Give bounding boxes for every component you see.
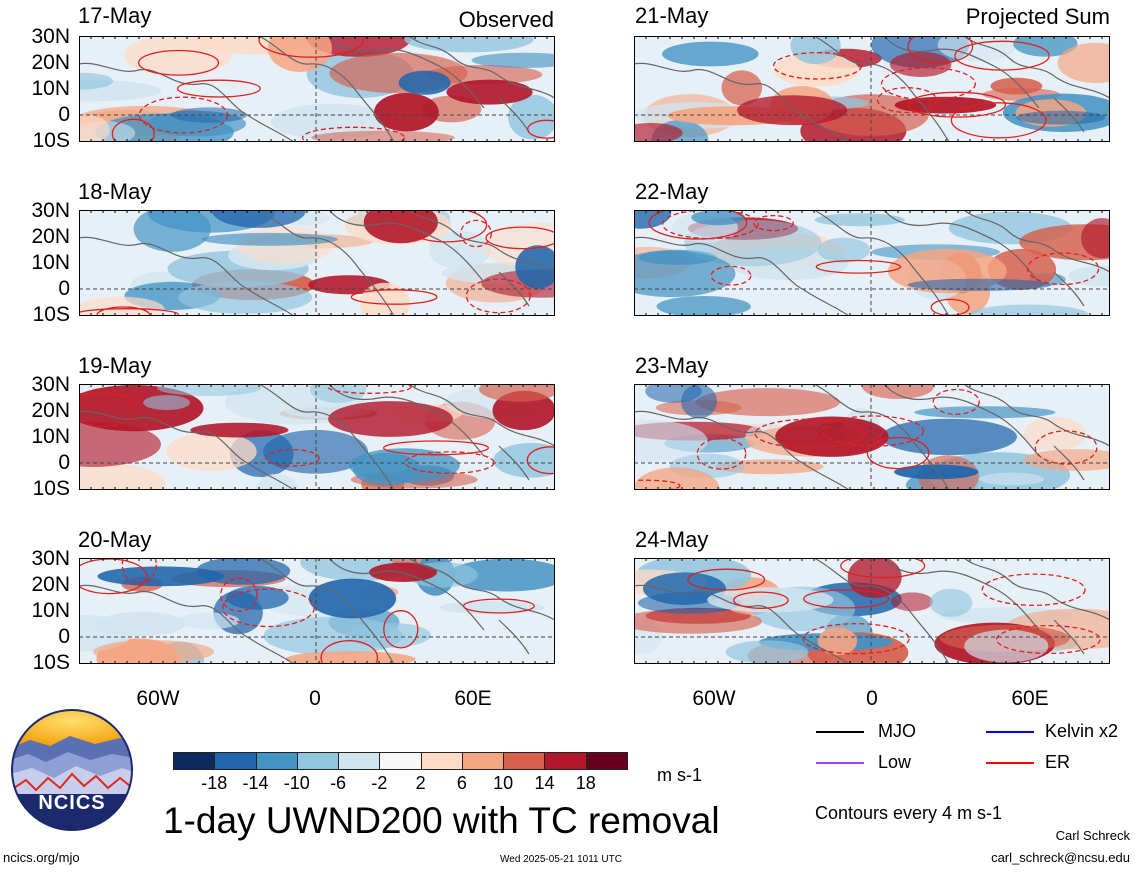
lon-label-60e-right: 60E	[1011, 687, 1049, 710]
colorbar-tick-label: -18	[201, 773, 228, 793]
footer-author: Carl Schreck	[1055, 828, 1130, 843]
colorbar-swatch	[296, 752, 340, 770]
colorbar-swatch	[420, 752, 463, 770]
lat-label: 10N	[31, 251, 70, 274]
legend-kelvin-label: Kelvin x2	[1045, 721, 1119, 741]
colorbar-labels: -18 -14 -10 -6 -2 2 6 10 14 18	[173, 774, 627, 794]
lon-label-60e-left: 60E	[454, 687, 492, 710]
map-panel-observed-3	[79, 384, 555, 490]
colorbar-tick-label: -14	[242, 773, 269, 793]
lat-label: 30N	[31, 373, 70, 396]
colorbar-swatch	[544, 752, 587, 770]
map-panel-projected-4	[634, 558, 1110, 664]
colorbar	[173, 752, 628, 772]
lat-label: 10N	[31, 425, 70, 448]
legend-er-label: ER	[1045, 752, 1071, 772]
footer-email[interactable]: carl_schreck@ncsu.edu	[991, 850, 1130, 865]
map-panel-observed-4	[79, 558, 555, 664]
panel-date-right-4: 24-May	[635, 527, 709, 552]
colorbar-tick-label: -2	[371, 773, 388, 793]
ncics-logo-text: NCICS	[38, 792, 106, 814]
lat-label: 20N	[31, 399, 70, 422]
colorbar-swatch	[585, 752, 628, 770]
colorbar-units: m s-1	[657, 765, 702, 785]
legend-er-line	[986, 762, 1034, 764]
lat-label: 10S	[32, 651, 70, 674]
legend-mjo-label: MJO	[878, 721, 916, 741]
lat-label: 10N	[31, 77, 70, 100]
observed-title: Observed	[458, 7, 554, 32]
map-panel-observed-2	[79, 210, 555, 316]
lon-label-60w-right: 60W	[692, 687, 736, 710]
lon-label-0-right: 0	[866, 687, 878, 710]
lat-label: 10S	[32, 129, 70, 152]
ncics-logo: NCICS	[10, 708, 134, 832]
lat-label: 0	[58, 625, 70, 648]
footer-timestamp: Wed 2025-05-21 1011 UTC	[500, 854, 622, 865]
map-panel-projected-1	[634, 36, 1110, 142]
lat-label: 0	[58, 277, 70, 300]
panel-date-right-1: 21-May	[635, 3, 709, 28]
colorbar-swatch	[255, 752, 298, 770]
colorbar-tick-label: 14	[534, 773, 555, 793]
map-panel-projected-2	[634, 210, 1110, 316]
panel-date-right-3: 23-May	[635, 353, 709, 378]
figure-title: 1-day UWND200 with TC removal	[163, 800, 720, 841]
panel-date-right-2: 22-May	[635, 179, 709, 204]
legend-mjo-line	[816, 731, 864, 733]
colorbar-swatch	[379, 752, 422, 770]
map-panel-projected-3	[634, 384, 1110, 490]
map-panel-observed-1	[79, 36, 555, 142]
lat-label: 30N	[31, 547, 70, 570]
colorbar-swatch	[503, 752, 546, 770]
lat-label: 10S	[32, 477, 70, 500]
lat-label: 30N	[31, 199, 70, 222]
legend-low-label: Low	[878, 752, 912, 772]
panel-date-left-1: 17-May	[78, 3, 152, 28]
colorbar-tick-label: 18	[575, 773, 596, 793]
lat-label: 20N	[31, 573, 70, 596]
colorbar-swatch	[338, 752, 381, 770]
colorbar-tick-label: 2	[415, 773, 426, 793]
panel-date-left-3: 19-May	[78, 353, 152, 378]
legend-kelvin-line	[986, 731, 1034, 733]
panel-date-left-4: 20-May	[78, 527, 152, 552]
colorbar-tick-label: 6	[456, 773, 467, 793]
lat-label: 0	[58, 451, 70, 474]
contour-note: Contours every 4 m s-1	[815, 803, 1003, 823]
lat-label: 10S	[32, 303, 70, 326]
colorbar-tick-label: 10	[493, 773, 514, 793]
legend-low-line	[816, 762, 864, 764]
colorbar-tick-label: -10	[283, 773, 310, 793]
colorbar-tick-label: -6	[330, 773, 347, 793]
colorbar-swatch	[461, 752, 505, 770]
lat-label: 10N	[31, 599, 70, 622]
panel-date-left-2: 18-May	[78, 179, 152, 204]
colorbar-swatch	[173, 752, 216, 770]
lat-label: 20N	[31, 225, 70, 248]
lon-label-60w-left: 60W	[136, 687, 180, 710]
lat-label: 30N	[31, 25, 70, 48]
footer-url[interactable]: ncics.org/mjo	[3, 850, 80, 865]
lon-label-0-left: 0	[309, 687, 321, 710]
colorbar-swatch	[214, 752, 257, 770]
lat-label: 0	[58, 103, 70, 126]
lat-label: 20N	[31, 51, 70, 74]
projected-sum-title: Projected Sum	[965, 4, 1110, 29]
